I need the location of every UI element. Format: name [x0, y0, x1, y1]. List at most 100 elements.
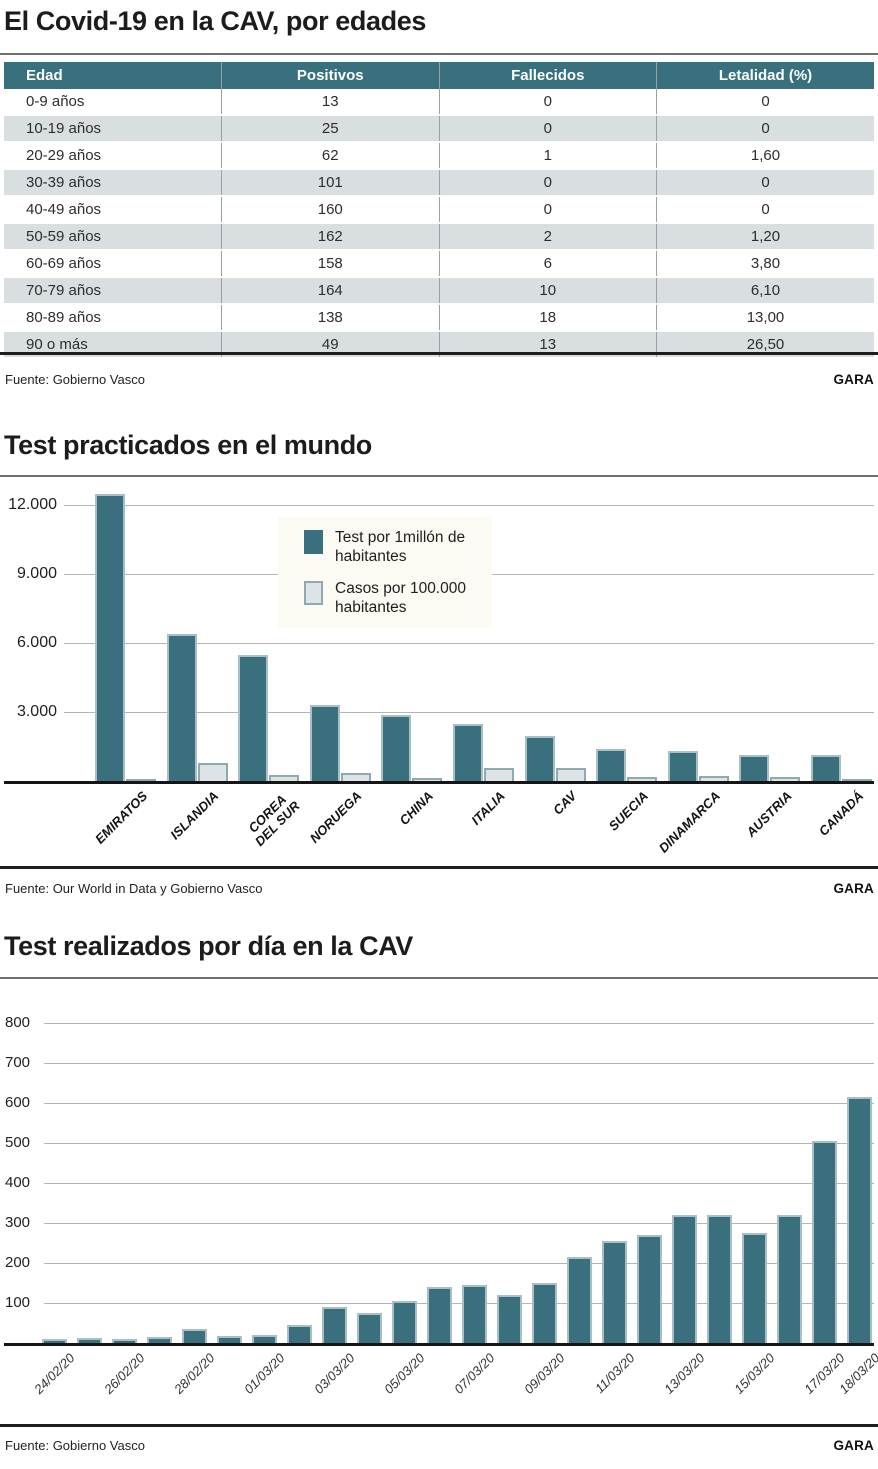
- gridline: [64, 504, 874, 506]
- table-cell: 158: [221, 250, 439, 277]
- bar-day-7: [287, 1325, 312, 1343]
- y-tick-label: 300: [5, 1214, 31, 1231]
- gara-credit: GARA: [833, 1438, 874, 1453]
- table-cell: 6: [438, 250, 657, 277]
- x-tick-label: 28/02/20: [171, 1350, 218, 1397]
- y-tick-label: 800: [5, 1014, 31, 1031]
- table-cell: 50-59 años: [4, 222, 222, 251]
- bar-day-8: [322, 1307, 347, 1343]
- daily-tests-x-labels: 24/02/20 26/02/20 28/02/20 01/03/20 03/03/20…: [0, 1350, 878, 1431]
- source-row: Fuente: Gobierno Vasco GARA: [5, 372, 874, 387]
- legend-swatch-teal: [304, 530, 323, 554]
- table-row: 40-49 años 160 0 0: [4, 196, 874, 223]
- table-cell: 13,00: [656, 304, 874, 331]
- x-tick-label: 05/03/20: [381, 1350, 428, 1397]
- y-tick-label: 200: [5, 1254, 31, 1271]
- bar-cases-corea-del-sur: [269, 775, 300, 781]
- legend-item-cases: Casos por 100.000 habitantes: [304, 580, 492, 618]
- x-tick-label: AUSTRIA: [742, 788, 795, 840]
- x-tick-label: CANADÁ: [815, 788, 866, 839]
- bar-day-10: [392, 1301, 417, 1343]
- x-tick-label: ITALIA: [468, 788, 508, 828]
- covid-age-table-header: Edad Positivos Fallecidos Letalidad (%): [4, 62, 874, 89]
- x-tick-label: 09/03/20: [521, 1350, 568, 1397]
- title-rule: [0, 475, 878, 477]
- source-row: Fuente: Our World in Data y Gobierno Vas…: [5, 881, 874, 896]
- table-cell: 3,80: [656, 250, 874, 277]
- title-rule: [0, 977, 878, 979]
- table-cell: 0: [656, 196, 874, 223]
- y-tick-label: 500: [5, 1134, 31, 1151]
- x-tick-label: SUECIA: [605, 788, 652, 834]
- table-cell: 40-49 años: [26, 201, 102, 218]
- table-cell: 13: [221, 89, 439, 115]
- legend-label: Casos por 100.000 habitantes: [335, 579, 466, 616]
- bar-day-23: [847, 1097, 872, 1343]
- section-rule: [0, 352, 878, 355]
- x-tick-label: COREA DEL SUR: [245, 791, 303, 849]
- table-cell: 0: [438, 89, 657, 115]
- bar-day-17: [637, 1235, 662, 1343]
- section-rule: [0, 866, 878, 869]
- bar-day-5: [217, 1335, 242, 1343]
- table-cell: 60-69 años: [26, 255, 102, 272]
- bar-day-3: [147, 1337, 172, 1343]
- table-cell: 80-89 años: [26, 309, 102, 326]
- bar-tests-noruega: [309, 705, 340, 781]
- x-tick-label: CHINA: [396, 788, 437, 829]
- bar-tests-austria: [739, 754, 770, 781]
- gridline: [44, 1142, 874, 1144]
- table-cell: 101: [221, 168, 439, 197]
- source-text: Fuente: Our World in Data y Gobierno Vas…: [5, 881, 263, 896]
- y-tick-label: 100: [5, 1294, 31, 1311]
- table-cell: 0: [438, 168, 657, 197]
- table-cell: 30-39 años: [4, 168, 222, 197]
- covid-age-table-body: 0-9 años 13 0 0 10-19 años 25 0 0 20-29 años 62 1 1…: [4, 89, 874, 359]
- x-tick-label: 15/03/20: [731, 1350, 778, 1397]
- table-cell: 20-29 años: [26, 147, 102, 164]
- bar-day-15: [567, 1257, 592, 1343]
- column-header: Positivos: [221, 62, 439, 89]
- table-row: 0-9 años 13 0 0: [4, 89, 874, 115]
- gridline: [44, 1302, 874, 1304]
- bar-day-12: [462, 1285, 487, 1343]
- bar-day-4: [182, 1329, 207, 1343]
- table-cell: 10-19 años: [4, 114, 222, 143]
- table-cell: 138: [221, 304, 439, 331]
- bar-day-16: [602, 1241, 627, 1343]
- column-header: Fallecidos: [438, 62, 657, 89]
- section-rule: [0, 1424, 878, 1427]
- x-tick-label: 11/03/20: [591, 1350, 638, 1397]
- x-tick-label: EMIRATOS: [91, 788, 150, 847]
- gridline: [44, 1102, 874, 1104]
- table-cell: 0: [438, 196, 657, 223]
- table-cell: 0: [656, 168, 874, 197]
- legend-label: Test por 1millón de habitantes: [335, 529, 466, 565]
- bar-day-9: [357, 1313, 382, 1343]
- table-cell: 2: [438, 222, 657, 251]
- y-tick-label: 600: [5, 1094, 31, 1111]
- chart-legend: Test por 1millón de habitantes Casos por…: [278, 517, 492, 628]
- y-tick-label: 400: [5, 1174, 31, 1191]
- bar-cases-islandia: [197, 762, 228, 781]
- gara-credit: GARA: [833, 881, 874, 896]
- world-tests-x-labels: EMIRATOS ISLANDIA COREA DEL SUR NORUEGA CHIN…: [0, 788, 878, 869]
- x-tick-label: 26/02/20: [101, 1350, 148, 1397]
- table-cell: 70-79 años: [4, 276, 222, 305]
- bar-day-18: [672, 1215, 697, 1343]
- bar-day-2: [112, 1339, 137, 1343]
- bar-day-14: [532, 1283, 557, 1343]
- bar-day-1: [77, 1338, 102, 1343]
- bar-cases-dinamarca: [698, 775, 729, 781]
- bar-cases-cav: [555, 768, 586, 781]
- daily-tests-chart: 100 200 300 400 500 600 700 800: [0, 1014, 878, 1343]
- y-tick-label: 700: [5, 1054, 31, 1071]
- y-tick-label: 12.000: [8, 496, 57, 514]
- source-row: Fuente: Gobierno Vasco GARA: [5, 1438, 874, 1453]
- title-rule: [0, 53, 878, 55]
- gridline: [64, 711, 874, 713]
- legend-item-tests: Test por 1millón de habitantes: [304, 529, 492, 567]
- x-tick-label: ISLANDIA: [167, 788, 222, 843]
- gridline: [44, 1022, 874, 1024]
- table-row: 10-19 años 25 0 0: [4, 114, 874, 143]
